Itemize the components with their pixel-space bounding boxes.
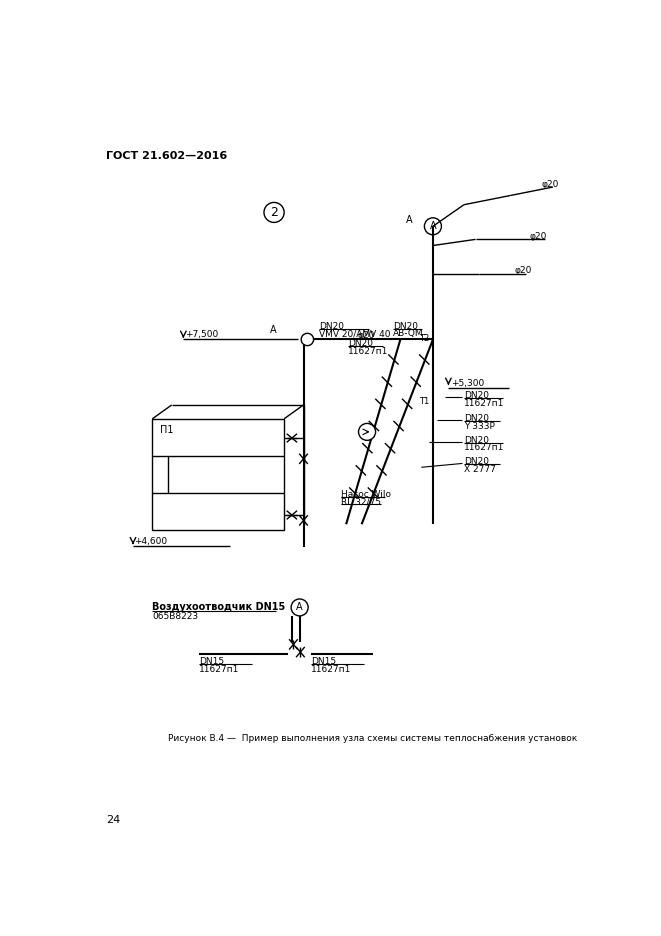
Text: A: A bbox=[407, 214, 413, 225]
Text: DN20: DN20 bbox=[393, 322, 418, 330]
Text: П1: П1 bbox=[160, 425, 174, 435]
Text: φ20: φ20 bbox=[530, 232, 547, 241]
Text: X 2777: X 2777 bbox=[464, 465, 496, 474]
Text: Рисунок В.4 —  Пример выполнения узла схемы системы теплоснабжения установок: Рисунок В.4 — Пример выполнения узла схе… bbox=[168, 735, 577, 743]
Text: ГОСТ 21.602—2016: ГОСТ 21.602—2016 bbox=[106, 151, 227, 161]
Text: 24: 24 bbox=[106, 814, 120, 825]
Circle shape bbox=[358, 423, 375, 440]
Text: A: A bbox=[270, 325, 276, 335]
Text: φ20: φ20 bbox=[358, 331, 375, 340]
Text: φ20: φ20 bbox=[541, 180, 559, 189]
Text: A: A bbox=[430, 221, 436, 231]
Text: DN20: DN20 bbox=[464, 436, 489, 445]
Text: DN20: DN20 bbox=[464, 391, 489, 400]
Text: T1: T1 bbox=[419, 397, 429, 406]
Text: +7,500: +7,500 bbox=[185, 330, 218, 339]
Text: DN20: DN20 bbox=[319, 322, 344, 330]
Text: 11627п1: 11627п1 bbox=[199, 665, 239, 674]
Text: DN20: DN20 bbox=[348, 340, 373, 348]
Text: A: A bbox=[296, 603, 303, 612]
Text: DN15: DN15 bbox=[199, 657, 224, 666]
Text: RL 32/75: RL 32/75 bbox=[342, 497, 381, 506]
Circle shape bbox=[301, 333, 313, 345]
Text: AB-QM: AB-QM bbox=[393, 329, 423, 339]
Text: 11627п1: 11627п1 bbox=[464, 399, 504, 408]
Text: +4,600: +4,600 bbox=[135, 536, 168, 546]
Text: +5,300: +5,300 bbox=[451, 379, 484, 388]
Text: DN20: DN20 bbox=[464, 458, 489, 466]
Text: Насос Wilo: Насос Wilo bbox=[342, 490, 391, 499]
Text: 2: 2 bbox=[270, 206, 278, 219]
Text: 11627п1: 11627п1 bbox=[311, 665, 352, 674]
Text: 11627п1: 11627п1 bbox=[348, 347, 388, 357]
Text: 11627п1: 11627п1 bbox=[464, 444, 504, 452]
Text: Воздухоотводчик DN15: Воздухоотводчик DN15 bbox=[153, 602, 286, 612]
Text: 065В8223: 065В8223 bbox=[153, 612, 198, 622]
Text: VMV 20/AMV 40: VMV 20/AMV 40 bbox=[319, 329, 391, 339]
Text: DN20: DN20 bbox=[464, 414, 489, 423]
Text: T2: T2 bbox=[419, 334, 429, 344]
Text: Y 333P: Y 333P bbox=[464, 422, 495, 431]
Text: DN15: DN15 bbox=[311, 657, 336, 666]
Bar bbox=[153, 418, 284, 531]
Text: φ20: φ20 bbox=[514, 267, 531, 275]
